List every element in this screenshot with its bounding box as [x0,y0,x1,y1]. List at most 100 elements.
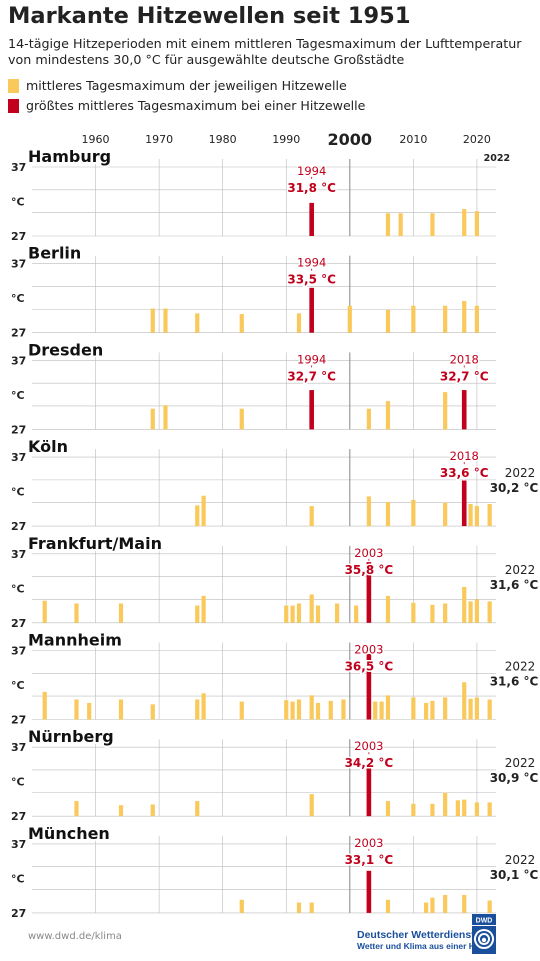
bar [385,213,391,236]
x-tick-label: 1970 [145,133,173,146]
bar [239,899,244,913]
bar [385,309,391,333]
bar [443,792,448,817]
bar [42,691,47,720]
bar [443,305,448,333]
city-name: Dresden [28,340,103,359]
city-name: München [28,824,110,843]
bar [239,408,244,430]
bar [74,603,79,623]
bar [385,899,391,913]
bar [150,408,155,430]
legend-swatch-red [8,98,19,113]
bar [474,802,480,817]
x-tick-label: 2020 [463,133,491,146]
bar [354,605,359,623]
legend-item-max: größtes mittleres Tagesmaximum bei einer… [8,98,365,113]
y-tick-label: 37 [11,741,26,754]
bar [474,697,480,720]
value-2022-label: 30,1 °C [490,868,539,882]
max-value-label: 35,8 °C [345,563,394,577]
legend-swatch-yellow [8,78,19,93]
bar [315,605,321,623]
bar [411,305,416,333]
bar [385,595,391,623]
footer-url[interactable]: www.dwd.de/klima [28,931,122,942]
bar [87,702,92,720]
bar [385,401,391,430]
y-unit-label: °C [11,582,25,595]
bar [150,308,155,333]
x-tick-label-2022: 2022 [484,153,510,164]
bar [366,496,371,527]
legend-item-mean: mittleres Tagesmaximum der jeweiligen Hi… [8,78,347,93]
bar [443,392,448,430]
bar [430,897,435,913]
bar [290,701,295,720]
y-tick-label: 37 [11,161,26,174]
max-value-label: 33,5 °C [287,273,336,287]
y-tick-label: 27 [11,907,26,920]
y-tick-label: 27 [11,423,26,436]
y-tick-label: 37 [11,548,26,561]
bar-max [366,562,372,623]
x-tick-label: 2000 [328,130,373,149]
bar [455,800,460,817]
year-2022-label: 2022 [505,853,536,867]
bar [411,803,416,817]
max-value-label: 32,7 °C [440,369,489,383]
bar-max [309,390,314,430]
y-tick-label: 27 [11,230,26,243]
y-unit-label: °C [11,486,25,499]
dwd-org-name: Deutscher Wetterdienst [357,929,475,941]
bar [487,699,492,720]
bar [296,902,302,913]
bar [430,213,435,236]
bar [74,801,79,817]
y-tick-label: 37 [11,258,26,271]
bar [385,695,391,720]
bar [443,603,448,623]
bar [443,502,448,527]
y-unit-label: °C [11,292,25,305]
bar [462,300,467,333]
y-tick-label: 37 [11,354,26,367]
bar [163,308,168,333]
bar [443,697,448,720]
bar [328,700,333,720]
year-2022-label: 2022 [505,466,536,480]
max-year-label: 1994 [297,164,326,178]
max-year-label: 1994 [297,256,326,270]
max-year-label: 2003 [354,546,383,560]
page-title: Markante Hitzewellen seit 1951 [8,3,411,29]
page-subtitle: 14-tägige Hitzeperioden mit einem mittle… [8,36,522,67]
bar [487,802,492,817]
value-2022-label: 31,6 °C [490,578,539,592]
max-year-label: 2003 [354,739,383,753]
bar [411,697,416,720]
bar [195,605,200,623]
bar-max [309,287,314,333]
max-year-label: 2018 [450,449,479,463]
bar [379,701,384,720]
bar [195,801,200,817]
max-value-label: 34,2 °C [345,756,394,770]
bar [462,894,467,913]
bar [201,693,206,720]
bar [341,699,346,720]
bar [487,900,492,913]
bar [201,595,206,623]
x-tick-label: 1980 [209,133,237,146]
bar [118,699,124,720]
bar [487,504,492,527]
y-tick-label: 27 [11,810,26,823]
max-year-label: 2003 [354,643,383,657]
bar [430,604,435,623]
bar [334,603,340,623]
y-unit-label: °C [11,776,25,789]
bar [474,599,480,623]
y-tick-label: 27 [11,617,26,630]
bar [430,700,435,720]
bar [195,313,200,333]
